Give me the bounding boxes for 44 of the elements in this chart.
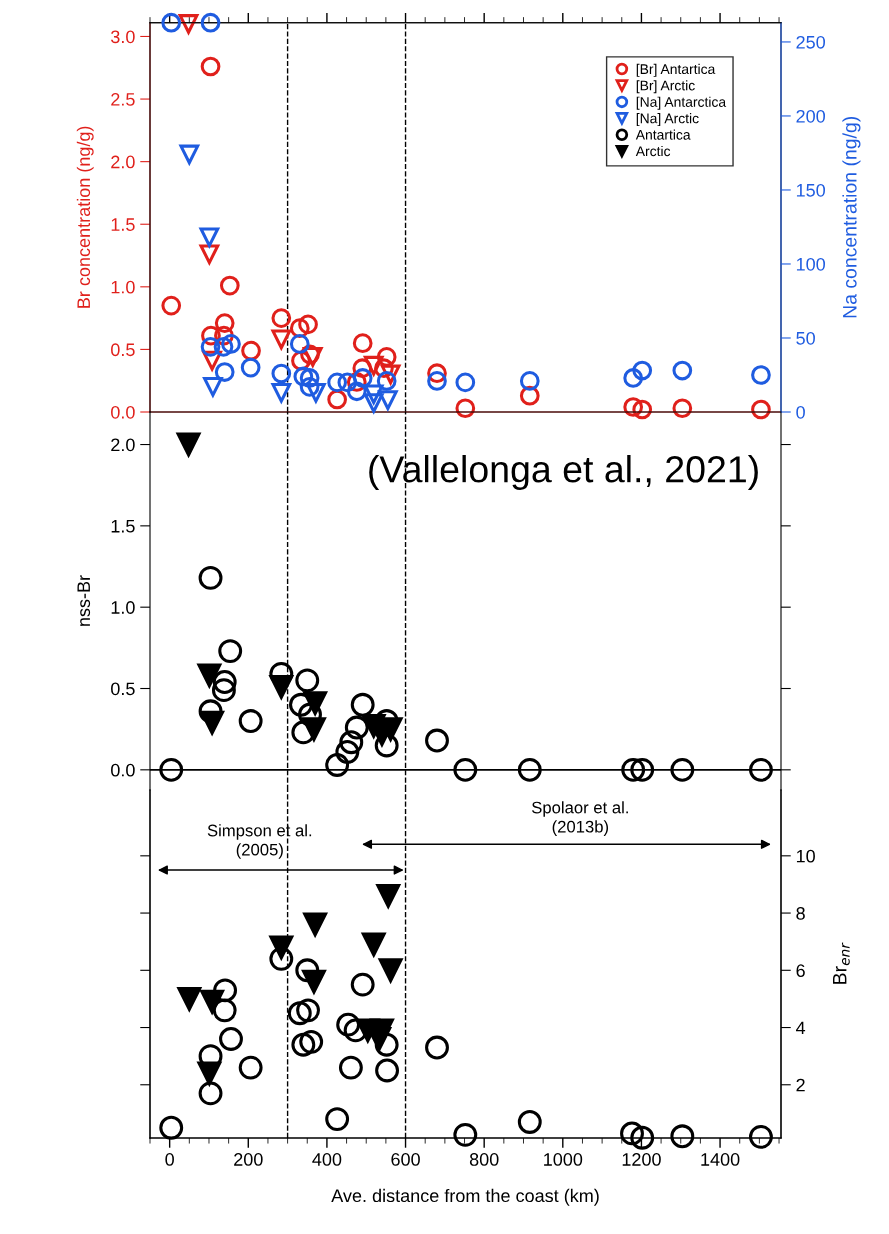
y2-tick-label: 50 <box>796 331 815 345</box>
y2-axis-title: Na concentration (ng/g) <box>842 116 861 318</box>
x-tick-label: 800 <box>469 1153 499 1166</box>
legend-label: [Na] Antarctica <box>636 96 727 110</box>
y2-tick-label: 6 <box>796 964 805 978</box>
y-tick-label: 0.0 <box>111 763 135 777</box>
y-axis-title: nss-Br <box>77 575 91 626</box>
y2-tick-label: 4 <box>796 1021 806 1035</box>
annotation: (Vallelonga et al., 2021) <box>369 455 758 490</box>
x-tick-label: 1000 <box>544 1153 583 1166</box>
x-tick-label: 0 <box>165 1153 174 1166</box>
y-tick-label: 0.5 <box>111 682 135 696</box>
x-tick-label: 400 <box>312 1153 342 1166</box>
x-tick-label: 200 <box>234 1153 263 1166</box>
x-tick-label: 1200 <box>622 1153 661 1166</box>
y2-tick-label: 250 <box>796 35 825 49</box>
y2-tick-label: 100 <box>796 257 825 271</box>
y-tick-label: 3.0 <box>111 30 135 44</box>
y-tick-label: 1.5 <box>111 519 135 533</box>
y-axis-title: Br concentration (ng/g) <box>76 126 94 308</box>
y2-tick-label: 150 <box>796 183 825 197</box>
y-tick-label: 1.0 <box>111 280 135 294</box>
legend-label: [Br] Antartica <box>636 63 716 77</box>
y-tick-label: 0.0 <box>111 405 135 419</box>
y-tick-label: 2.0 <box>111 155 135 169</box>
y-tick-label: 2.5 <box>111 92 135 106</box>
legend-label: [Na] Arctic <box>636 113 699 127</box>
y2-tick-label: 8 <box>796 906 805 920</box>
y-tick-label: 2.0 <box>111 438 135 452</box>
y-tick-label: 0.5 <box>111 343 135 357</box>
y2-tick-label: 2 <box>796 1078 805 1092</box>
y2-tick-label: 10 <box>796 849 815 863</box>
annotation: Spolaor et al. (2013b) <box>532 801 628 836</box>
y-tick-label: 1.5 <box>111 218 135 231</box>
y2-tick-label: 200 <box>796 109 825 123</box>
y-tick-label: 1.0 <box>111 601 135 614</box>
legend-label: [Br] Arctic <box>636 80 695 94</box>
y2-tick-label: 0 <box>796 405 805 419</box>
x-axis-title: Ave. distance from the coast (km) <box>331 1188 599 1206</box>
legend-label: Arctic <box>635 145 671 157</box>
x-tick-label: 1400 <box>701 1153 740 1166</box>
y2-axis-title: Br$_{enr}$ <box>833 942 850 984</box>
x-tick-label: 600 <box>391 1153 420 1166</box>
legend-label: Antartica <box>635 129 691 140</box>
